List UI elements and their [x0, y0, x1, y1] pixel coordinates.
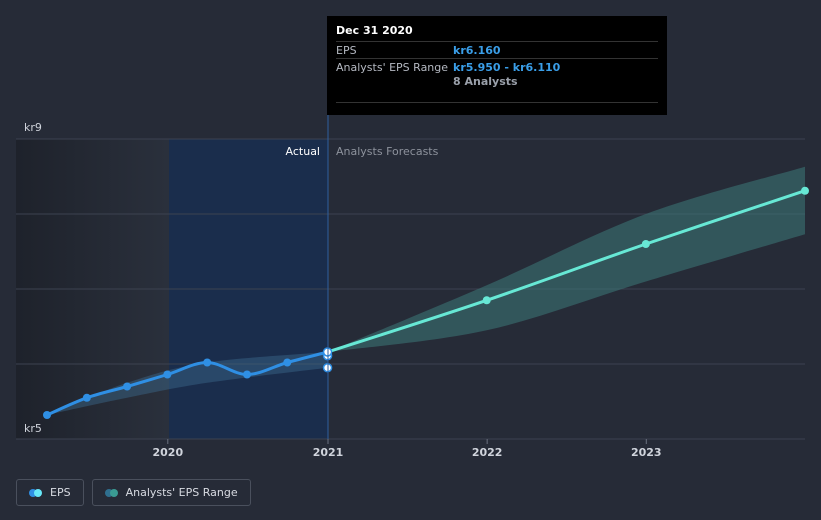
tooltip-range-label: Analysts' EPS Range: [336, 61, 449, 74]
tooltip-eps-label: EPS: [336, 44, 357, 57]
series-points: [43, 186, 809, 419]
tooltip-analysts-count: 8 Analysts: [453, 75, 518, 88]
x-axis-ticks: 2020 2021 2022 2023: [152, 439, 662, 459]
eps-dot-icon: [29, 488, 37, 497]
tooltip-range-row: Analysts' EPS Range kr5.950 - kr6.110: [336, 58, 658, 75]
forecast-point: [482, 296, 491, 305]
tooltip-date: Dec 31 2020: [336, 24, 413, 37]
tooltip-eps-value: kr6.160: [453, 44, 501, 57]
eps-point: [123, 382, 132, 391]
analysts-eps-range-band: [327, 166, 805, 352]
x-tick-label: 2020: [152, 446, 183, 459]
forecast-line: [327, 189, 806, 354]
eps-legend-icon: [29, 488, 42, 497]
data-tooltip: Dec 31 2020 EPS kr6.160 Analysts' EPS Ra…: [327, 16, 667, 115]
tooltip-eps-row: EPS kr6.160: [336, 41, 658, 58]
past-eps-range-band: [47, 352, 328, 415]
range-dot-icon: [109, 488, 118, 497]
x-tick-label: 2022: [472, 446, 503, 459]
forecast-region-label: Analysts Forecasts: [336, 145, 439, 158]
range-legend-icon: [104, 488, 118, 497]
eps-point: [203, 358, 212, 367]
legend: EPS Analysts' EPS Range: [16, 479, 251, 506]
actual-region-label: Actual: [286, 145, 320, 158]
eps-point: [43, 411, 51, 419]
ranges: [47, 166, 805, 415]
x-tick-label: 2021: [313, 446, 344, 459]
legend-analysts-range[interactable]: Analysts' EPS Range: [91, 479, 251, 506]
forecast-point: [801, 186, 809, 195]
legend-eps-label: EPS: [50, 486, 71, 499]
legend-eps[interactable]: EPS: [16, 479, 84, 506]
x-tick-label: 2023: [631, 446, 662, 459]
eps-point: [82, 393, 91, 402]
tooltip-range-value: kr5.950 - kr6.110: [453, 61, 561, 74]
eps-point: [163, 370, 172, 379]
eps-point: [243, 370, 252, 379]
y-axis-top-label: kr9: [24, 121, 42, 134]
forecast-point: [641, 240, 650, 248]
range-dot-icon: [104, 488, 113, 497]
eps-dot-icon: [34, 488, 42, 497]
tooltip-divider: [336, 102, 658, 103]
y-axis-bottom-label: kr5: [24, 422, 42, 435]
legend-range-label: Analysts' EPS Range: [125, 486, 238, 499]
eps-point: [283, 358, 292, 367]
